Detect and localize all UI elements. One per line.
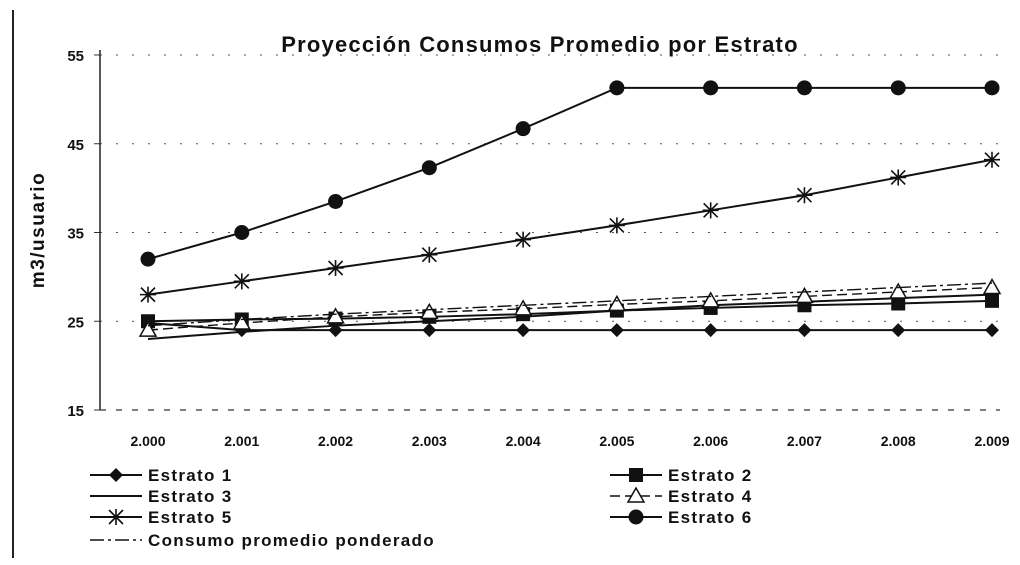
estrato-5-line bbox=[147, 158, 993, 296]
estrato-6-line bbox=[147, 86, 992, 261]
consumo-promedio-ponderado-line bbox=[147, 282, 993, 327]
series-estrato-4 bbox=[138, 278, 1002, 337]
estrato-4-point-3-triangle-marker bbox=[420, 302, 439, 320]
x-tick-label: 2.000 bbox=[130, 433, 165, 449]
estrato-4-point-1-triangle-marker bbox=[232, 313, 252, 330]
estrato-1-point-9-diamond-marker bbox=[985, 323, 999, 338]
legend-estrato-2-square-marker bbox=[629, 468, 643, 482]
grid-lines bbox=[100, 54, 1000, 322]
y-axis-label: m3/usuario bbox=[28, 172, 49, 288]
series-group bbox=[138, 80, 1002, 340]
x-tick-label: 2.009 bbox=[974, 433, 1009, 449]
left-border-line bbox=[12, 10, 14, 558]
estrato-4-point-9-triangle-marker bbox=[982, 278, 1002, 295]
estrato-1-point-3-diamond-marker bbox=[422, 323, 437, 338]
legend-estrato-6-circle-marker bbox=[628, 509, 644, 525]
y-tick-label: 25 bbox=[67, 314, 84, 331]
estrato-6-point-7-circle-marker bbox=[796, 80, 812, 96]
estrato-5-point-3-star-marker bbox=[421, 246, 438, 263]
legend-label-estrato-1: Estrato 1 bbox=[148, 466, 232, 485]
y-tick-label: 45 bbox=[67, 137, 84, 154]
legend-estrato-1-diamond-marker bbox=[109, 468, 123, 482]
x-tick-label: 2.008 bbox=[881, 433, 916, 449]
legend-estrato-4-triangle-marker bbox=[626, 486, 646, 503]
estrato-5-point-5-star-marker bbox=[608, 217, 625, 234]
series-estrato-6 bbox=[140, 80, 1000, 267]
estrato-4-point-5-triangle-marker bbox=[607, 294, 627, 312]
y-tick-label: 55 bbox=[67, 48, 84, 65]
estrato-1-point-8-diamond-marker bbox=[891, 323, 906, 338]
legend-label-estrato-6: Estrato 6 bbox=[668, 508, 752, 527]
x-tick-label: 2.001 bbox=[224, 433, 259, 449]
estrato-6-point-1-circle-marker bbox=[234, 225, 250, 240]
y-tick-label: 35 bbox=[67, 226, 84, 243]
estrato-4-point-6-triangle-marker bbox=[701, 291, 720, 308]
legend: Estrato 1 Estrato 2 Estrato 3 Estrato 4 Estr… bbox=[90, 466, 752, 550]
legend-item-estrato-3: Estrato 3 bbox=[90, 487, 232, 506]
legend-item-estrato-2: Estrato 2 bbox=[610, 466, 752, 485]
x-tick-label: 2.004 bbox=[506, 433, 541, 449]
x-tick-label: 2.005 bbox=[599, 433, 634, 449]
x-tick-label: 2.002 bbox=[318, 433, 353, 449]
estrato-5-point-7-star-marker bbox=[796, 187, 813, 204]
estrato-6-point-4-circle-marker bbox=[515, 121, 531, 137]
legend-label-estrato-4: Estrato 4 bbox=[668, 487, 752, 506]
legend-item-consumo-promedio-ponderado: Consumo promedio ponderado bbox=[90, 531, 435, 550]
series-consumo-promedio-ponderado bbox=[147, 282, 993, 327]
chart-title: Proyección Consumos Promedio por Estrato bbox=[281, 32, 798, 57]
x-tick-label: 2.006 bbox=[693, 433, 728, 449]
estrato-2-line bbox=[147, 299, 993, 323]
estrato-6-point-8-circle-marker bbox=[890, 80, 906, 96]
x-tick-label: 2.007 bbox=[787, 433, 822, 449]
estrato-4-line bbox=[147, 286, 993, 331]
estrato-5-point-9-star-marker bbox=[984, 151, 1000, 168]
estrato-1-line bbox=[147, 322, 992, 332]
estrato-5-point-1-star-marker bbox=[233, 273, 250, 290]
estrato-5-point-6-star-marker bbox=[702, 202, 719, 219]
series-estrato-3 bbox=[147, 293, 993, 340]
estrato-4-point-7-triangle-marker bbox=[795, 286, 814, 304]
estrato-1-point-6-diamond-marker bbox=[703, 323, 718, 338]
estrato-3-line bbox=[147, 293, 993, 340]
axes: 15 25 35 45 55 2.000 2.001 2.002 2.003 2.004 2.005… bbox=[67, 48, 1009, 449]
estrato-1-point-4-diamond-marker bbox=[516, 323, 531, 338]
estrato-6-point-6-circle-marker bbox=[703, 80, 719, 96]
estrato-2-point-9-square-marker bbox=[985, 293, 999, 308]
estrato-5-point-0-star-marker bbox=[140, 286, 156, 303]
legend-label-estrato-2: Estrato 2 bbox=[668, 466, 752, 485]
legend-estrato-5-star-marker bbox=[108, 509, 124, 525]
legend-label-consumo-promedio-ponderado: Consumo promedio ponderado bbox=[148, 531, 435, 550]
legend-item-estrato-1: Estrato 1 bbox=[90, 466, 232, 485]
estrato-4-point-2-triangle-marker bbox=[326, 307, 345, 324]
estrato-2-point-8-square-marker bbox=[891, 296, 906, 311]
legend-label-estrato-3: Estrato 3 bbox=[148, 487, 232, 506]
estrato-6-point-2-circle-marker bbox=[328, 193, 344, 209]
estrato-4-point-4-triangle-marker bbox=[513, 299, 533, 316]
estrato-4-point-8-triangle-marker bbox=[888, 282, 908, 299]
legend-item-estrato-4: Estrato 4 bbox=[610, 486, 752, 506]
legend-label-estrato-5: Estrato 5 bbox=[148, 508, 232, 527]
estrato-5-point-4-star-marker bbox=[515, 231, 532, 248]
estrato-5-point-8-star-marker bbox=[890, 169, 907, 186]
x-tick-label: 2.003 bbox=[412, 433, 447, 449]
legend-item-estrato-5: Estrato 5 bbox=[90, 508, 232, 527]
series-estrato-5 bbox=[140, 151, 1000, 303]
estrato-6-point-3-circle-marker bbox=[421, 160, 437, 176]
legend-item-estrato-6: Estrato 6 bbox=[610, 508, 752, 527]
y-tick-label: 15 bbox=[67, 403, 84, 420]
estrato-1-point-5-diamond-marker bbox=[609, 323, 624, 338]
estrato-4-point-0-triangle-marker bbox=[138, 320, 158, 337]
estrato-1-point-7-diamond-marker bbox=[797, 323, 812, 338]
estrato-6-point-5-circle-marker bbox=[609, 80, 625, 96]
estrato-5-point-2-star-marker bbox=[327, 260, 344, 276]
estrato-6-point-0-circle-marker bbox=[140, 251, 156, 267]
estrato-6-point-9-circle-marker bbox=[984, 80, 1000, 96]
